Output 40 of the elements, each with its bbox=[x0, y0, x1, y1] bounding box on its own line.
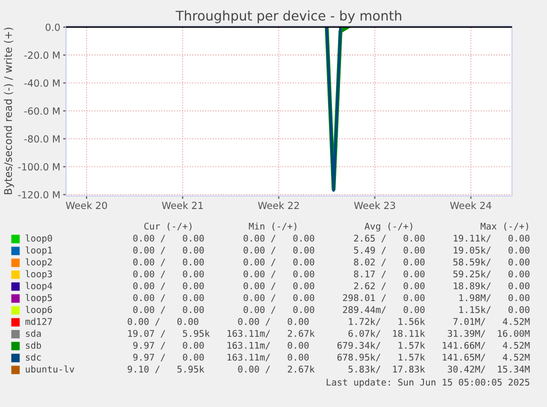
x-tick-label: Week 24 bbox=[450, 202, 492, 210]
y-tick-label: -80.0 M bbox=[24, 135, 60, 143]
text: 0.00 / 0.00 0.00 / 0.00 1.72k/ 1.56k 7.01M/ 4.52M bbox=[128, 318, 530, 326]
legend-label: loop4 bbox=[26, 282, 52, 292]
x-tick-label: Week 22 bbox=[258, 202, 299, 210]
text: 0.00 / 0.00 0.00 / 0.00 2.62 / 0.00 18.89k/ 0.00 bbox=[133, 282, 530, 290]
text: Last update: Sun Jun 15 05:00:05 2025 bbox=[326, 378, 530, 388]
y-tick-label: -40.0 M bbox=[24, 79, 60, 87]
text: Cur (-/+) Min (-/+) Avg (-/+) Max (-/+) bbox=[144, 222, 528, 232]
text: 19.07 / 5.95k 163.11m/ 2.67k 6.07k/ 18.11k 31.39M/ 16.00M bbox=[128, 330, 530, 338]
legend-label: loop5 bbox=[26, 294, 52, 303]
y-tick-label: -100.0 M bbox=[18, 163, 60, 171]
y-tick-label: -60.0 M bbox=[24, 107, 60, 115]
legend-label: sdc bbox=[26, 354, 41, 361]
x-tick-label: Week 23 bbox=[354, 202, 396, 210]
legend-label: md127 bbox=[25, 318, 52, 325]
text: 0.00 / 0.00 0.00 / 0.00 8.02 / 0.00 58.59k/ 0.00 bbox=[133, 258, 530, 266]
chart-title: Throughput per device - by month bbox=[176, 10, 402, 24]
legend-label: loop6 bbox=[26, 306, 52, 315]
legend-label: ubuntu-lv bbox=[26, 365, 74, 373]
y-tick-label: 0.0 bbox=[46, 24, 60, 31]
legend-label: sda bbox=[26, 330, 41, 337]
text: 0.00 / 0.00 0.00 / 0.00 298.01 / 0.00 1.98M/ 0.00 bbox=[133, 294, 530, 302]
text: 0.00 / 0.00 0.00 / 0.00 289.44m/ 0.00 1.15k/ 0.00 bbox=[133, 306, 530, 314]
legend-label: loop2 bbox=[26, 258, 52, 268]
text: 0.00 / 0.00 0.00 / 0.00 5.49 / 0.00 19.05k/ 0.00 bbox=[133, 246, 530, 254]
legend-label: loop0 bbox=[26, 234, 52, 244]
text: 0.00 / 0.00 0.00 / 0.00 8.17 / 0.00 59.25k/ 0.00 bbox=[133, 270, 530, 278]
text: 9.97 / 0.00 163.11m/ 0.00 679.34k/ 1.57k 141.66M/ 4.52M bbox=[133, 342, 530, 350]
legend-label: loop1 bbox=[26, 246, 52, 256]
text: 9.97 / 0.00 163.11m/ 0.00 678.95k/ 1.57k 141.65M/ 4.52M bbox=[133, 354, 530, 362]
x-tick-label: Week 21 bbox=[162, 202, 203, 210]
y-tick-label: -120.0 M bbox=[18, 191, 60, 198]
text: 0.00 / 0.00 0.00 / 0.00 2.65 / 0.00 19.11k/ 0.00 bbox=[133, 234, 530, 242]
y-tick-label: -20.0 M bbox=[24, 52, 60, 59]
legend-label: loop3 bbox=[26, 270, 52, 280]
legend-label: sdb bbox=[26, 342, 42, 349]
y-axis-title: Bytes/second read (-) / write (+) bbox=[4, 28, 14, 194]
x-tick-label: Week 20 bbox=[66, 202, 107, 210]
text: 9.10 / 5.95k 0.00 / 2.67k 5.83k/ 17.83k 30.42M/ 15.34M bbox=[128, 365, 530, 374]
